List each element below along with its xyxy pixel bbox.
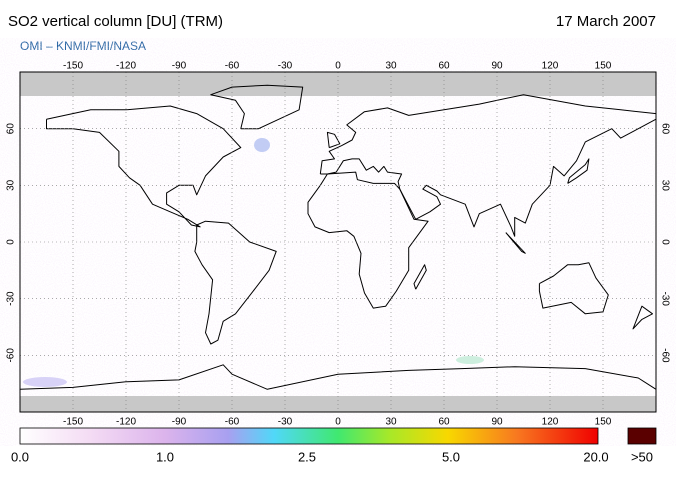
colorbar-label: 5.0 <box>442 449 460 464</box>
lon-label-bottom: 0 <box>335 417 341 428</box>
coastline <box>307 171 429 309</box>
lon-label-top: -120 <box>116 61 136 72</box>
so2-patch <box>23 377 67 387</box>
colorbar-label: 1.0 <box>156 449 174 464</box>
coastline <box>538 262 609 315</box>
title: SO2 vertical column [DU] (TRM) <box>8 13 223 30</box>
lon-label-bottom: 90 <box>491 417 503 428</box>
lon-label-bottom: 60 <box>438 417 450 428</box>
lon-label-top: 30 <box>385 61 397 72</box>
lat-label-left: -30 <box>6 291 17 306</box>
lon-label-top: 120 <box>542 61 559 72</box>
lat-label-right: 60 <box>659 123 670 135</box>
lon-label-bottom: -150 <box>63 417 83 428</box>
coastline <box>326 131 341 149</box>
lon-label-top: -90 <box>172 61 187 72</box>
coastline <box>505 232 526 254</box>
coastline <box>194 220 277 345</box>
coastline <box>46 105 242 228</box>
lon-label-top: -150 <box>63 61 83 72</box>
lon-label-bottom: 30 <box>385 417 397 428</box>
lon-label-bottom: -30 <box>278 417 293 428</box>
coastline <box>319 94 657 237</box>
lat-label-right: 0 <box>659 239 670 245</box>
lon-label-top: -60 <box>225 61 240 72</box>
colorbar-label: 0.0 <box>11 449 29 464</box>
lat-label-left: 0 <box>6 239 17 245</box>
lat-label-right: 30 <box>659 180 670 192</box>
lon-label-bottom: -90 <box>172 417 187 428</box>
lon-label-bottom: 120 <box>542 417 559 428</box>
map-frame <box>19 71 657 413</box>
lat-label-left: -60 <box>6 348 17 363</box>
colorbar-label: 2.5 <box>298 449 316 464</box>
lat-label-right: -30 <box>659 291 670 306</box>
coastline <box>413 264 427 290</box>
lat-label-left: 60 <box>6 123 17 135</box>
subtitle: OMI – KNMI/FMI/NASA <box>20 39 146 53</box>
lon-label-bottom: -120 <box>116 417 136 428</box>
colorbar-overflow <box>627 427 657 445</box>
coastline <box>632 305 653 330</box>
lon-label-bottom: 150 <box>595 417 612 428</box>
lon-label-top: 0 <box>335 61 341 72</box>
coastline <box>567 158 590 184</box>
lat-label-right: -60 <box>659 348 670 363</box>
date: 17 March 2007 <box>556 13 656 30</box>
lat-label-left: 30 <box>6 179 17 191</box>
coastline <box>210 84 304 130</box>
coastline <box>19 364 657 390</box>
lon-label-bottom: -60 <box>225 417 240 428</box>
so2-patch <box>456 356 484 364</box>
lon-label-top: -30 <box>278 61 293 72</box>
lon-label-top: 90 <box>491 61 503 72</box>
lon-label-top: 150 <box>595 61 612 72</box>
colorbar-label: 20.0 <box>583 449 608 464</box>
so2-patch <box>254 138 270 152</box>
lon-label-top: 60 <box>438 61 450 72</box>
colorbar-label: >50 <box>631 449 653 464</box>
colorbar <box>19 427 599 445</box>
map <box>19 71 657 413</box>
